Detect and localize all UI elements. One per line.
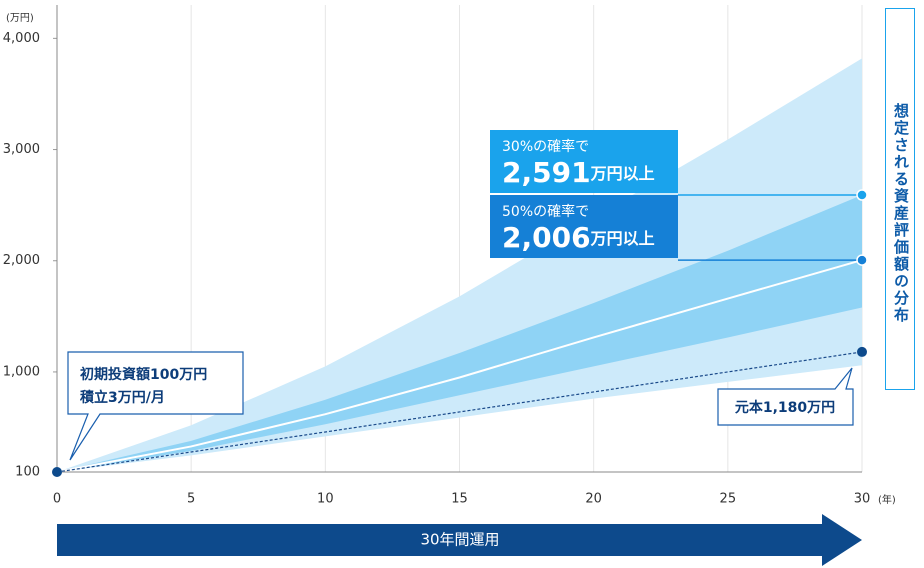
callout-text: 50%の確率で	[502, 203, 589, 220]
start-dot	[52, 467, 62, 477]
y-tick-label: 2,000	[3, 253, 40, 268]
x-unit: (年)	[878, 493, 896, 506]
callout-text: 30%の確率で	[502, 138, 589, 155]
y-unit: (万円)	[6, 13, 34, 24]
x-tick-label: 15	[451, 492, 468, 507]
callout-dot	[856, 189, 868, 201]
principal-line	[56, 351, 863, 473]
band-area	[57, 195, 862, 472]
x-tick-label: 30	[854, 492, 871, 507]
band-area	[57, 58, 862, 472]
x-tick-label: 5	[187, 492, 195, 507]
callout-suffix: 万円以上	[590, 229, 655, 248]
callout-value-number: 2,006	[502, 221, 591, 254]
note-box	[717, 367, 854, 426]
principal-note: 元本1,180万円	[735, 399, 835, 416]
note-box	[67, 351, 244, 461]
principal-dot	[857, 346, 867, 357]
callout-value: 2,006万円以上	[502, 221, 655, 254]
callout-box	[490, 130, 678, 193]
y-tick-label: 100	[15, 465, 40, 480]
y-tick-label: 3,000	[3, 142, 40, 157]
period-label: 30年間運用	[420, 531, 499, 549]
period-arrow	[57, 514, 862, 566]
median-line	[56, 259, 863, 473]
x-tick-label: 20	[585, 492, 602, 507]
y-tick-label: 1,000	[3, 364, 40, 379]
note-line: 初期投資額100万円	[80, 366, 207, 383]
callout-value-number: 2,591	[502, 156, 591, 189]
callout-value: 2,591万円以上	[502, 156, 655, 189]
callout-dot	[856, 254, 868, 266]
note-line: 積立3万円/月	[79, 389, 165, 406]
x-tick-label: 25	[720, 492, 737, 507]
side-label: 想定される資産評価額の分布	[885, 8, 915, 390]
callout-suffix: 万円以上	[590, 164, 655, 183]
callout-box	[490, 195, 678, 258]
y-tick-label: 4,000	[3, 31, 40, 46]
x-tick-label: 0	[53, 492, 61, 507]
x-tick-label: 10	[317, 492, 334, 507]
